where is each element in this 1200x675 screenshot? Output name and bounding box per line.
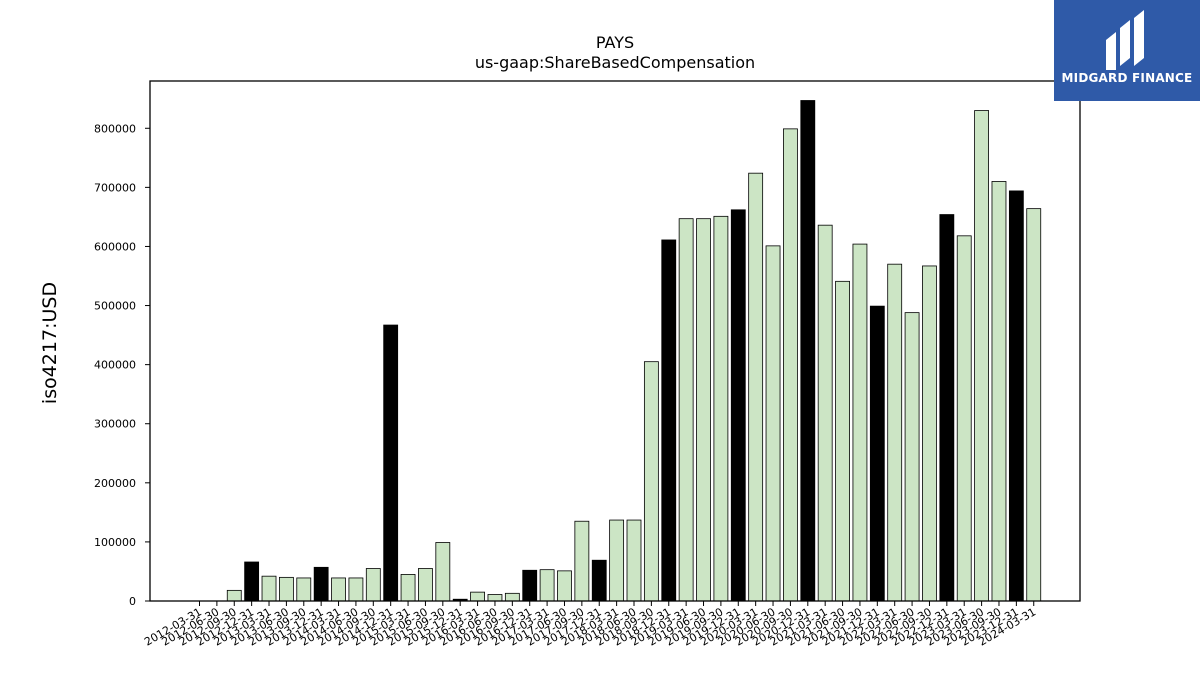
bar-2017-06-30 (557, 570, 572, 602)
bar-2013-12-31 (313, 566, 329, 602)
bar-2014-03-31 (331, 577, 346, 602)
y-tick-label: 400000 (94, 359, 136, 372)
bar-2019-09-30 (713, 215, 729, 602)
brand-logo: MIDGARD FINANCE (1054, 0, 1200, 101)
bar-2018-12-31 (661, 239, 677, 602)
bar-2020-03-31 (748, 172, 764, 602)
bar-2021-03-31 (817, 224, 833, 602)
bar-2021-09-30 (852, 243, 868, 602)
y-tick-label: 300000 (94, 418, 136, 431)
y-tick-label: 600000 (94, 240, 136, 253)
bar-2022-03-31 (887, 263, 903, 602)
bar-2015-09-30 (435, 542, 451, 602)
bar-2024-03-31 (1026, 208, 1042, 602)
chart-title: PAYS (596, 33, 634, 52)
bar-2012-09-30 (226, 589, 242, 602)
bar-2023-06-30 (974, 110, 989, 602)
bar-2014-09-30 (365, 568, 381, 602)
y-tick-label: 800000 (94, 122, 136, 135)
logo-mark-icon (1106, 10, 1144, 70)
y-tick-label: 500000 (94, 300, 136, 313)
bar-2020-12-31 (800, 100, 816, 602)
bar-2013-09-30 (296, 577, 312, 602)
bar-2022-12-31 (939, 214, 955, 602)
bar-2015-06-30 (418, 568, 433, 602)
bar-2020-09-30 (783, 128, 798, 602)
bar-2015-03-31 (400, 574, 416, 602)
bar-2018-03-31 (609, 519, 625, 602)
logo-text: MIDGARD FINANCE (1061, 71, 1193, 85)
bar-2023-09-30 (991, 181, 1007, 602)
bar-2022-06-30 (904, 312, 920, 602)
bar-2012-12-31 (244, 561, 260, 602)
bar-2014-12-31 (383, 324, 399, 602)
bar-2013-06-30 (278, 576, 294, 602)
bar-2021-06-30 (835, 280, 850, 602)
y-axis-label: iso4217:USD (39, 282, 61, 404)
bar-2019-06-30 (696, 218, 711, 602)
bar-2020-06-30 (765, 245, 781, 602)
chart-subtitle: us-gaap:ShareBasedCompensation (475, 53, 755, 72)
bar-2016-12-31 (522, 569, 538, 602)
bar-2018-06-30 (626, 519, 642, 602)
bar-2019-03-31 (678, 218, 694, 602)
bar-2014-06-30 (348, 577, 364, 602)
bar-2017-12-31 (591, 559, 607, 602)
y-tick-label: 700000 (94, 181, 136, 194)
bar-2019-12-31 (730, 209, 746, 602)
bar-2018-09-30 (643, 361, 659, 602)
plot-frame (149, 80, 1081, 602)
bar-2016-06-30 (487, 594, 503, 602)
y-tick-label: 0 (129, 595, 136, 608)
bar-2021-12-31 (869, 305, 885, 602)
y-tick-label: 200000 (94, 477, 136, 490)
bar-2016-09-30 (504, 592, 520, 602)
bar-2017-09-30 (574, 520, 590, 602)
bar-2022-09-30 (922, 265, 937, 602)
bar-2013-03-31 (261, 575, 277, 602)
bar-2023-03-31 (956, 235, 972, 602)
bar-2017-03-31 (539, 569, 555, 602)
y-tick-label: 100000 (94, 536, 136, 549)
bar-2016-03-31 (470, 591, 485, 602)
bar-2023-12-31 (1008, 190, 1024, 602)
